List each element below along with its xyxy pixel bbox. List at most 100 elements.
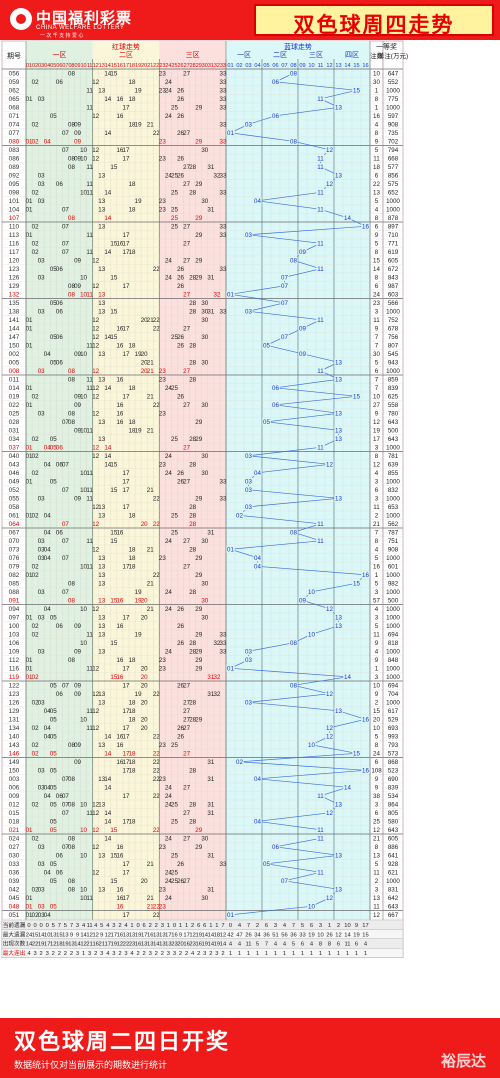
blue-ball: 06 (272, 79, 279, 86)
blue-ball: 06 (272, 844, 279, 851)
prize-amount: 1000 (386, 198, 400, 205)
prize-amount-header: 单注(万元) (378, 51, 408, 60)
red-number-header: 20 (141, 63, 147, 69)
red-ball: 04 (44, 606, 51, 613)
red-ball: 03 (38, 96, 45, 103)
red-stat-value: 2 (179, 951, 182, 957)
red-ball: 07 (62, 844, 69, 851)
red-ball: 13 (98, 853, 105, 860)
red-ball: 14 (104, 71, 111, 78)
red-trend-header: 红球走势 (112, 42, 140, 51)
blue-ball: 03 (245, 649, 252, 656)
winner-count: 8 (375, 742, 379, 749)
blue-ball-bg (244, 503, 253, 511)
red-ball: 17 (123, 394, 130, 401)
red-stat-value: 2 (221, 951, 224, 957)
blue-ball: 12 (326, 606, 333, 613)
red-number-header: 19 (135, 63, 141, 69)
red-ball: 03 (38, 368, 45, 375)
issue-number: 028 (9, 419, 20, 426)
red-ball: 05 (50, 615, 57, 622)
red-number-header: 23 (159, 63, 165, 69)
red-ball: 31 (207, 275, 214, 282)
blue-stat-value: 7 (265, 942, 268, 948)
red-ball: 16 (116, 402, 123, 409)
prize-amount: 908 (388, 547, 399, 554)
blue-stat-value: 5 (301, 923, 304, 929)
blue-ball: 04 (254, 819, 261, 826)
blue-ball: 16 (362, 572, 369, 579)
red-ball: 31 (207, 810, 214, 817)
red-ball: 03 (38, 555, 45, 562)
red-ball: 24 (165, 649, 172, 656)
red-stat-value: 22 (32, 942, 38, 948)
blue-ball-bg (334, 375, 343, 383)
winner-count: 10 (373, 725, 380, 732)
red-ball: 04 (44, 555, 51, 562)
red-ball: 10 (80, 564, 87, 571)
red-number-header: 28 (190, 63, 196, 69)
issue-number: 048 (9, 904, 20, 911)
blue-ball: 11 (317, 870, 324, 877)
footer-bar: 双色球周二四日开奖 数据统计仅对当前展示的期数进行统计 裕辰达 (0, 1018, 500, 1078)
issue-number: 021 (9, 827, 20, 834)
winner-count: 10 (373, 683, 380, 690)
red-ball: 04 (44, 351, 51, 358)
red-ball: 23 (159, 657, 166, 664)
red-ball: 17 (123, 895, 130, 902)
red-ball: 28 (189, 462, 196, 469)
blue-ball: 03 (245, 309, 252, 316)
winner-count: 11 (373, 504, 380, 511)
red-ball: 28 (189, 309, 196, 316)
red-ball: 13 (98, 555, 105, 562)
issue-number: 150 (9, 768, 20, 775)
red-ball: 13 (98, 292, 105, 299)
red-ball: 02 (32, 725, 39, 732)
prize-amount: 605 (388, 258, 399, 265)
red-ball: 02 (32, 572, 39, 579)
blue-stat-value: 1 (337, 951, 340, 957)
red-ball: 07 (62, 802, 69, 809)
red-ball: 10 (80, 640, 87, 647)
red-ball: 11 (86, 428, 93, 435)
winner-count: 4 (375, 122, 379, 129)
blue-ball: 07 (281, 283, 288, 290)
prize-amount: 831 (388, 887, 399, 894)
red-ball: 02 (32, 79, 39, 86)
red-stat-value: 12 (189, 932, 195, 938)
red-stat-value: 3 (46, 951, 49, 957)
prize-amount: 787 (388, 530, 399, 537)
blue-ball-bg (235, 511, 244, 519)
blue-ball: 11 (317, 156, 324, 163)
blue-ball: 16 (362, 717, 369, 724)
red-ball: 03 (38, 198, 45, 205)
red-ball: 21 (147, 895, 154, 902)
red-ball: 32 (213, 173, 220, 180)
red-ball: 26 (177, 130, 184, 137)
red-ball: 16 (116, 113, 123, 120)
blue-ball: 11 (317, 836, 324, 843)
red-ball: 10 (80, 470, 87, 477)
red-ball: 12 (92, 368, 99, 375)
red-stat-value: 2 (52, 951, 55, 957)
red-number-header: 12 (93, 63, 99, 69)
prize-amount: 751 (388, 538, 399, 545)
blue-ball: 03 (245, 479, 252, 486)
red-ball: 29 (195, 215, 202, 222)
red-ball: 16 (116, 734, 123, 741)
winner-count: 7 (375, 334, 379, 341)
issue-number: 019 (9, 394, 20, 401)
blue-stat-value: 1 (247, 951, 250, 957)
red-ball: 13 (98, 623, 105, 630)
red-ball: 05 (50, 878, 57, 885)
red-ball: 08 (68, 887, 75, 894)
blue-ball-bg (325, 894, 334, 902)
winner-count: 13 (373, 895, 380, 902)
red-ball: 23 (159, 555, 166, 562)
red-ball: 30 (201, 300, 208, 307)
blue-ball-bg (334, 435, 343, 443)
blue-ball-bg (280, 299, 289, 307)
red-ball: 03 (38, 173, 45, 180)
red-number-header: 09 (75, 63, 81, 69)
